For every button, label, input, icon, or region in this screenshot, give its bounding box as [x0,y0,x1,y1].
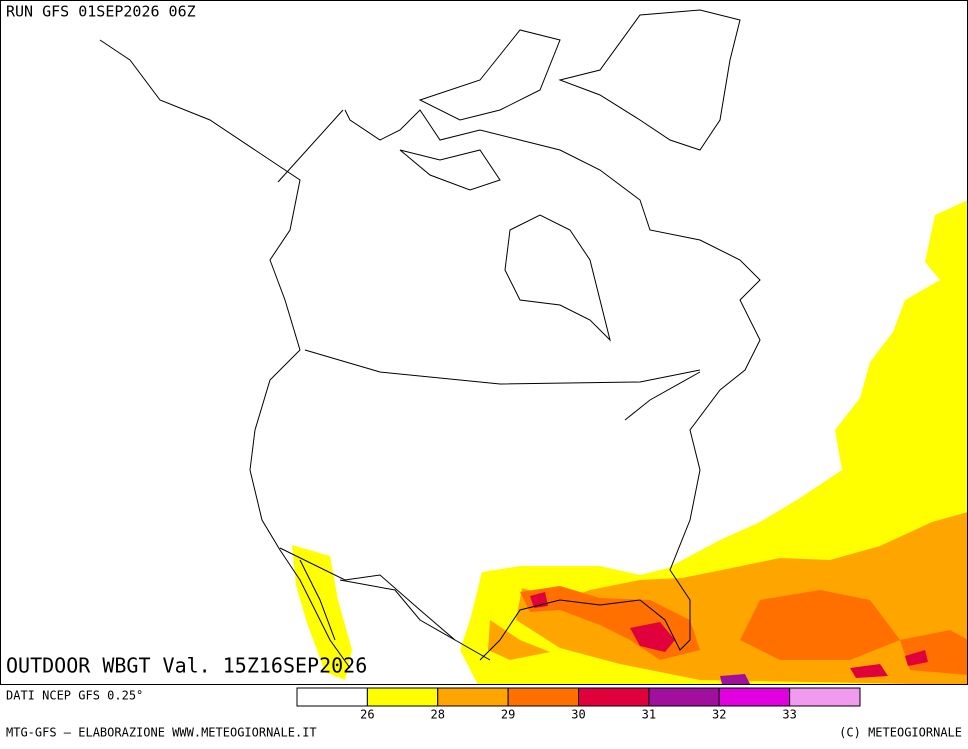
legend-swatch [648,687,720,707]
region-29 [488,620,550,660]
region-30 [740,590,900,660]
coastline [504,214,611,342]
legend-swatch [507,687,579,707]
coastlines [99,9,761,669]
legend-swatch [437,687,509,707]
wbgt-field [292,200,968,685]
border [277,109,701,641]
coastline [99,39,761,669]
legend-label: 31 [642,708,656,722]
arctic-islands [399,29,561,191]
region-31 [905,650,928,666]
credit: MTG-GFS — ELABORAZIONE WWW.METEOGIORNALE… [6,726,317,740]
legend-label: 32 [712,708,726,722]
greenland [558,9,741,151]
region-32 [720,674,750,684]
source: DATI NCEP GFS 0.25° [6,689,143,703]
legend-swatch [296,687,368,707]
legend-swatch [578,687,650,707]
region-28 [292,545,352,680]
legend-label: 33 [782,708,796,722]
copyright: (C) METEOGIORNALE [839,726,962,740]
region-31 [850,664,888,678]
legend-label: 30 [571,708,585,722]
region-31 [630,622,675,652]
run-label: RUN GFS 01SEP2026 06Z [6,3,196,21]
legend-label: 28 [431,708,445,722]
legend-label: 29 [501,708,515,722]
legend-swatch [789,687,861,707]
legend-swatch [366,687,439,707]
legend: 26 28 29 30 31 32 33 [296,687,861,722]
legend-label: 26 [360,708,374,722]
map-title: OUTDOOR WBGT Val. 15Z16SEP2026 [6,654,367,678]
legend-swatch [718,687,791,707]
